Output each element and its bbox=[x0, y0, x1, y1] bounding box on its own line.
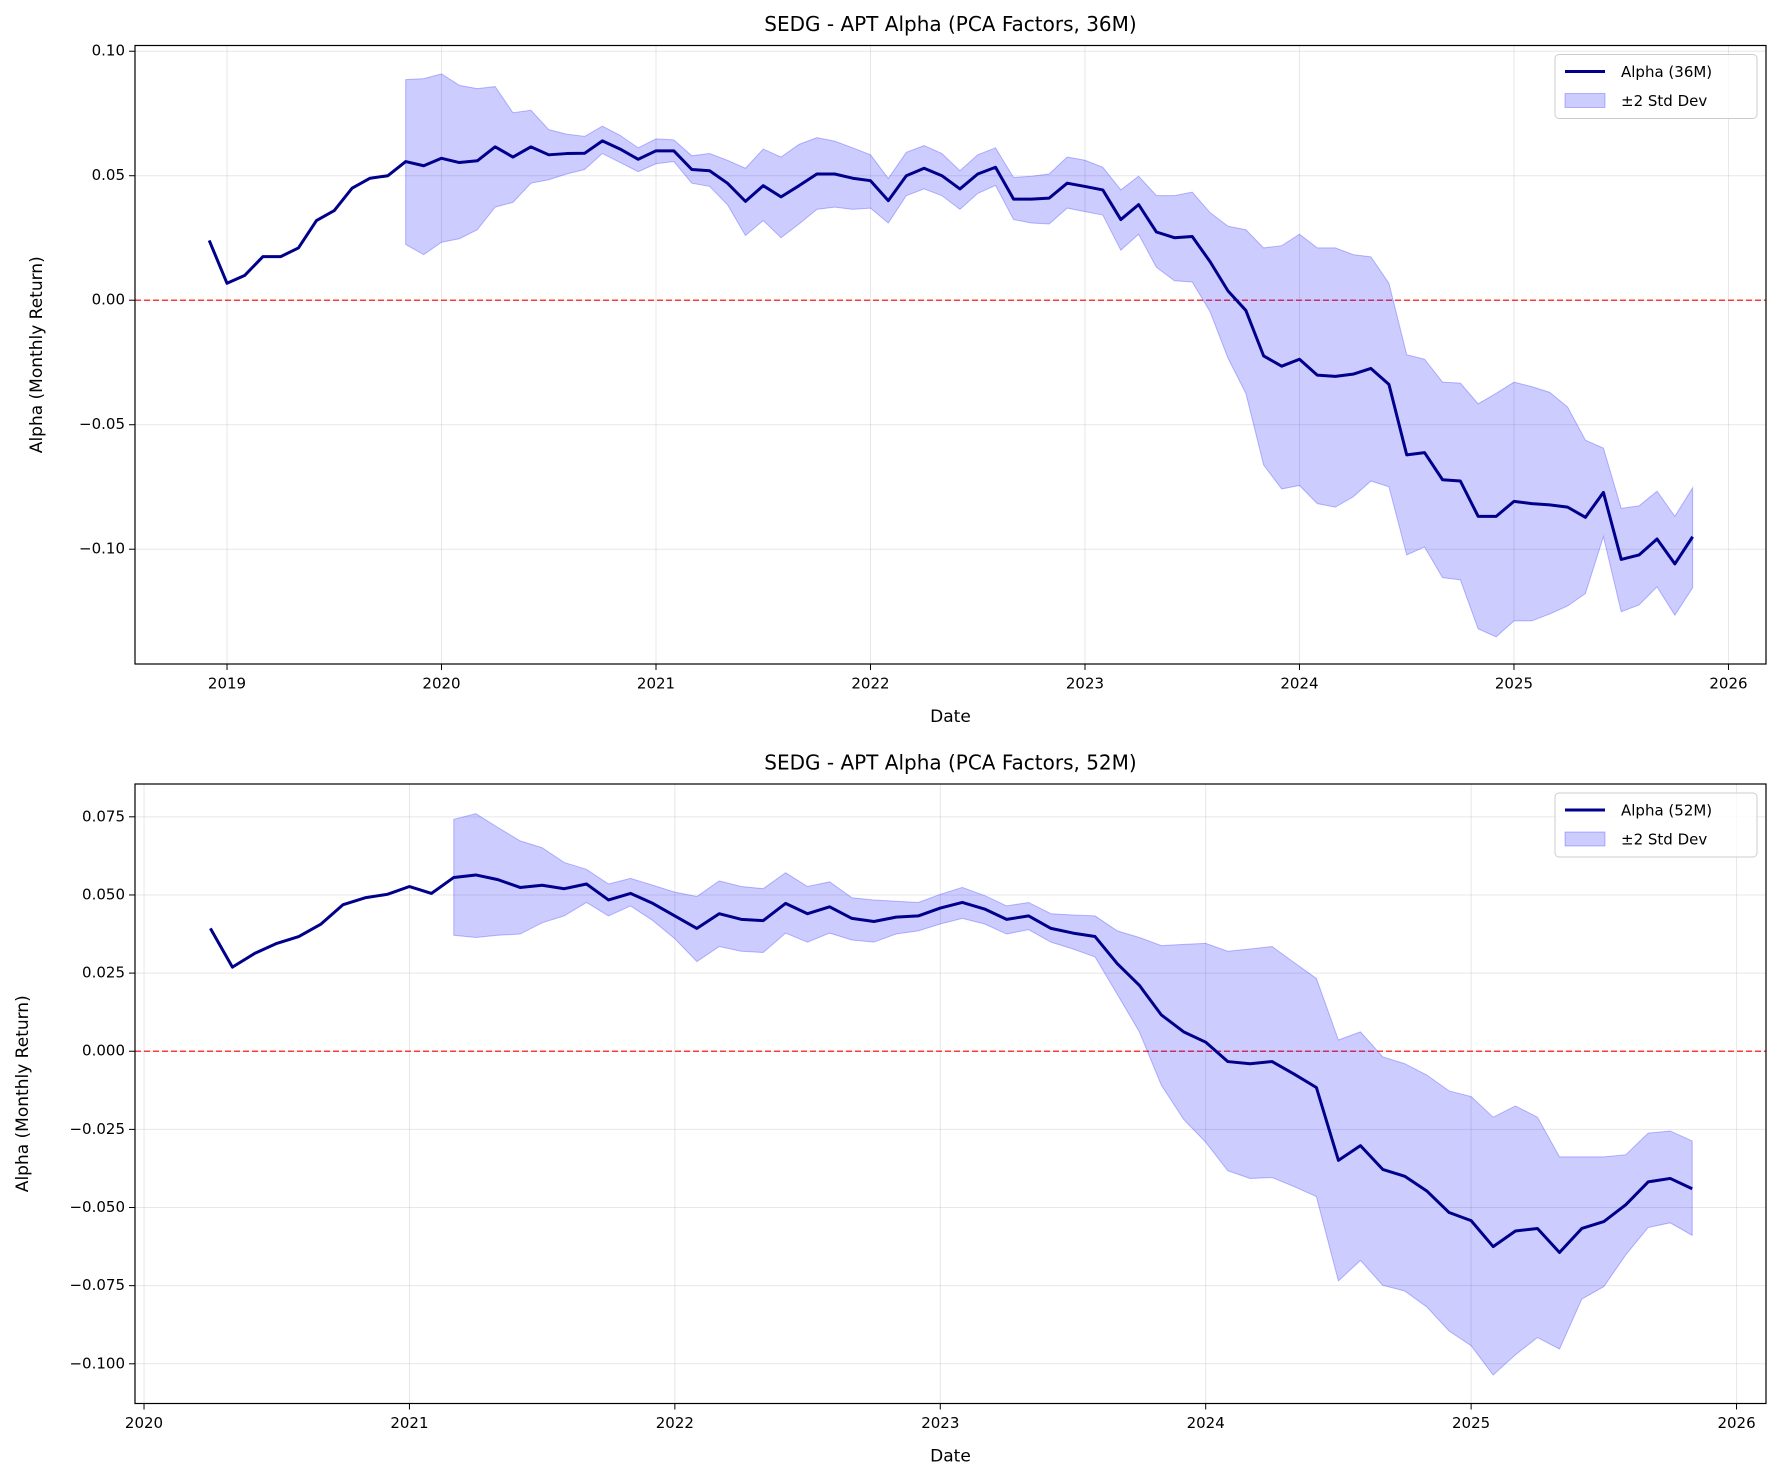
y-tick-label: −0.10 bbox=[79, 540, 125, 558]
x-tick-label: 2026 bbox=[1709, 675, 1747, 693]
chart-title: SEDG - APT Alpha (PCA Factors, 36M) bbox=[764, 12, 1136, 36]
x-tick-label: 2023 bbox=[1066, 675, 1104, 693]
axes-frame bbox=[134, 783, 1767, 1405]
y-tick-label: −0.05 bbox=[79, 415, 125, 433]
y-tick-label: −0.025 bbox=[69, 1120, 125, 1138]
subplot: 2019 2020 2021 2022 2023 2024 2025 2026 −0.10 −0.… bbox=[27, 12, 1767, 727]
legend-box bbox=[1554, 54, 1758, 119]
y-tick-label: 0.10 bbox=[92, 42, 125, 60]
y-tick-label: 0.025 bbox=[82, 964, 125, 982]
legend-label: Alpha (52M) bbox=[1621, 802, 1712, 820]
y-tick-label: 0.075 bbox=[82, 807, 125, 825]
x-tick-label: 2025 bbox=[1452, 1414, 1490, 1432]
alpha-line bbox=[207, 139, 1694, 566]
legend: Alpha (36M) ±2 Std Dev bbox=[1554, 54, 1758, 119]
y-tick-label: 0.05 bbox=[92, 166, 125, 184]
x-tick-label: 2020 bbox=[422, 675, 460, 693]
x-tick-label: 2021 bbox=[637, 675, 675, 693]
y-tick-label: −0.075 bbox=[69, 1276, 125, 1294]
axes-frame bbox=[134, 44, 1767, 665]
x-tick-label: 2022 bbox=[656, 1414, 694, 1432]
legend-box bbox=[1554, 792, 1758, 858]
y-axis-label: Alpha (Monthly Return) bbox=[27, 256, 47, 453]
y-tick-label: 0.000 bbox=[82, 1042, 125, 1060]
y-tick-label: 0.050 bbox=[82, 885, 125, 903]
chart-title: SEDG - APT Alpha (PCA Factors, 52M) bbox=[764, 751, 1136, 775]
y-tick-label: −0.100 bbox=[69, 1354, 125, 1372]
legend-label: ±2 Std Dev bbox=[1621, 831, 1707, 849]
x-tick-label: 2024 bbox=[1187, 1414, 1225, 1432]
std-band bbox=[453, 813, 1693, 1376]
x-tick-label: 2025 bbox=[1495, 675, 1533, 693]
x-tick-label: 2023 bbox=[921, 1414, 959, 1432]
legend-label: Alpha (36M) bbox=[1621, 63, 1712, 81]
legend-patch bbox=[1564, 831, 1606, 847]
legend: Alpha (52M) ±2 Std Dev bbox=[1554, 792, 1758, 858]
legend-patch bbox=[1564, 93, 1606, 108]
x-tick-label: 2026 bbox=[1717, 1414, 1755, 1432]
x-axis-label: Date bbox=[930, 1447, 971, 1467]
y-tick-label: 0.00 bbox=[92, 291, 125, 309]
std-band bbox=[405, 73, 1694, 638]
y-axis-label: Alpha (Monthly Return) bbox=[13, 995, 33, 1192]
x-tick-label: 2020 bbox=[125, 1414, 163, 1432]
x-tick-label: 2019 bbox=[208, 675, 246, 693]
x-tick-label: 2021 bbox=[390, 1414, 428, 1432]
legend-label: ±2 Std Dev bbox=[1621, 92, 1707, 110]
x-axis-label: Date bbox=[930, 707, 971, 727]
subplot: 2020 2021 2022 2023 2024 2025 2026 −0.100 −0.075… bbox=[13, 751, 1767, 1467]
y-tick-label: −0.050 bbox=[69, 1198, 125, 1216]
x-tick-label: 2022 bbox=[851, 675, 889, 693]
x-tick-label: 2024 bbox=[1280, 675, 1318, 693]
alpha-line bbox=[209, 873, 1693, 1255]
